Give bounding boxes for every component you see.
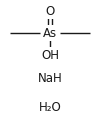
Text: NaH: NaH [38,72,62,85]
Text: As: As [43,27,57,40]
Text: OH: OH [41,49,59,62]
Text: H₂O: H₂O [39,100,61,114]
Text: O: O [45,5,55,18]
